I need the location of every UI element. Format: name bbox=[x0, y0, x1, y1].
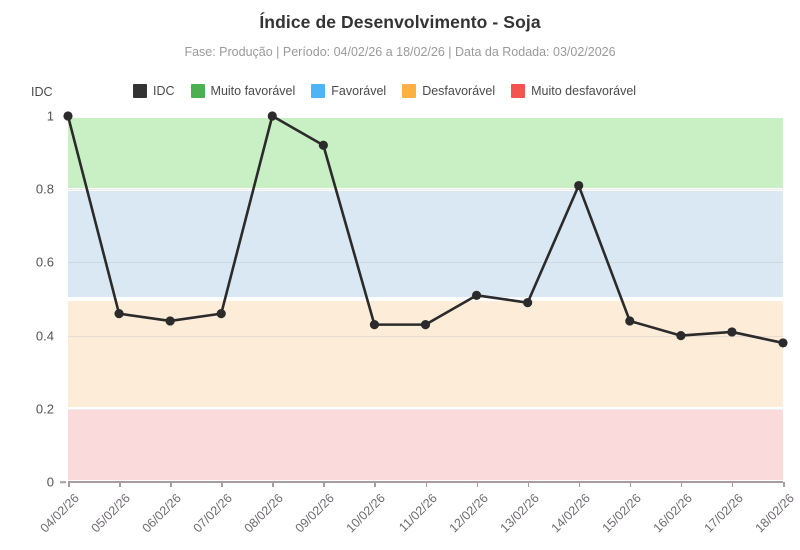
legend-item[interactable]: Favorável bbox=[311, 84, 386, 98]
chart-subtitle: Fase: Produção | Período: 04/02/26 a 18/… bbox=[184, 45, 616, 59]
data-point[interactable] bbox=[523, 298, 533, 308]
x-tick-label: 11/02/26 bbox=[395, 491, 440, 535]
x-tick-label: 16/02/26 bbox=[650, 491, 695, 536]
x-tick-mark bbox=[783, 482, 785, 487]
legend-item-label: Muito favorável bbox=[210, 83, 296, 98]
legend-item-label: Favorável bbox=[331, 83, 387, 98]
x-tick-mark bbox=[68, 482, 70, 487]
data-point[interactable] bbox=[114, 309, 124, 319]
data-point[interactable] bbox=[216, 309, 226, 319]
x-tick-label: 05/02/26 bbox=[88, 491, 133, 536]
chart-legend: IDC Muito favorável Favorável Desfavorável M… bbox=[133, 84, 645, 98]
data-point[interactable] bbox=[318, 140, 328, 150]
x-tick-label: 17/02/26 bbox=[701, 491, 746, 536]
legend-item-label: Desfavorável bbox=[422, 83, 496, 98]
data-point[interactable] bbox=[574, 180, 584, 191]
x-tick-mark bbox=[680, 482, 683, 487]
chart-card: Índice de Desenvolvimento - Soja Fase: P… bbox=[0, 0, 797, 537]
y-tick-label: 0.2 bbox=[35, 401, 54, 417]
y-tick-label: 0.8 bbox=[35, 181, 54, 197]
gridline bbox=[68, 262, 783, 264]
legend-swatch-icon bbox=[190, 84, 205, 98]
x-tick-mark bbox=[731, 482, 734, 487]
gridline bbox=[68, 408, 783, 410]
y-tick-mark bbox=[60, 481, 66, 483]
x-tick-label: 10/02/26 bbox=[344, 491, 389, 536]
y-axis-title: IDC bbox=[31, 85, 53, 99]
gridline bbox=[68, 335, 783, 337]
x-tick-label: 15/02/26 bbox=[599, 491, 644, 536]
x-tick-mark bbox=[170, 482, 172, 487]
data-point[interactable] bbox=[676, 331, 686, 341]
data-point[interactable] bbox=[420, 320, 431, 330]
x-tick-label: 06/02/26 bbox=[139, 491, 185, 536]
gridline bbox=[68, 189, 783, 191]
x-tick-mark bbox=[578, 482, 581, 487]
x-tick-mark bbox=[476, 482, 479, 487]
data-point[interactable] bbox=[63, 111, 73, 121]
y-tick-label: 1 bbox=[46, 108, 54, 124]
x-axis-labels: 04/02/26 05/02/26 06/02/26 07/02/26 08/02/26… bbox=[38, 482, 797, 535]
legend-item-label: Muito desfavorável bbox=[531, 83, 637, 98]
x-tick-label: 14/02/26 bbox=[548, 491, 593, 536]
data-point[interactable] bbox=[165, 316, 175, 326]
x-tick-label: 13/02/26 bbox=[497, 491, 542, 536]
plot-area bbox=[63, 111, 788, 482]
data-point[interactable] bbox=[369, 320, 380, 330]
x-tick-mark bbox=[527, 482, 530, 487]
data-point[interactable] bbox=[625, 316, 635, 326]
data-point[interactable] bbox=[727, 327, 737, 337]
x-axis-line bbox=[68, 481, 783, 483]
y-tick-label: 0.4 bbox=[35, 328, 54, 344]
x-tick-label: 04/02/26 bbox=[37, 491, 82, 536]
y-tick-label: 0.6 bbox=[35, 254, 54, 270]
data-point[interactable] bbox=[471, 290, 482, 300]
data-point[interactable] bbox=[267, 111, 277, 121]
legend-item[interactable]: Muito desfavorável bbox=[511, 84, 636, 98]
legend-swatch-icon bbox=[311, 84, 326, 98]
legend-item[interactable]: IDC bbox=[133, 84, 175, 98]
x-tick-label: 18/02/26 bbox=[752, 491, 797, 536]
data-point[interactable] bbox=[778, 338, 788, 348]
chart-band bbox=[68, 117, 783, 188]
legend-swatch-icon bbox=[133, 84, 147, 98]
legend-item[interactable]: Desfavorável bbox=[402, 84, 495, 98]
legend-swatch-icon bbox=[511, 84, 526, 98]
chart-band bbox=[68, 410, 783, 481]
y-axis-ticks: 0 0.2 0.4 0.6 0.8 1 bbox=[0, 0, 66, 537]
legend-item[interactable]: Muito favorável bbox=[190, 83, 296, 98]
x-tick-mark bbox=[221, 482, 223, 487]
chart-band bbox=[68, 190, 783, 298]
legend-item-label: IDC bbox=[153, 83, 175, 98]
x-tick-mark bbox=[119, 482, 121, 487]
x-tick-mark bbox=[374, 482, 376, 487]
page-title: Índice de Desenvolvimento - Soja bbox=[259, 12, 541, 32]
x-tick-mark bbox=[272, 482, 274, 487]
x-tick-label: 12/02/26 bbox=[446, 491, 491, 536]
idc-line-series bbox=[63, 111, 788, 348]
y-tick-label: 0 bbox=[46, 474, 54, 490]
x-tick-mark bbox=[629, 482, 632, 487]
x-tick-mark bbox=[323, 482, 325, 487]
legend-swatch-icon bbox=[402, 84, 417, 98]
x-tick-mark bbox=[425, 482, 427, 487]
